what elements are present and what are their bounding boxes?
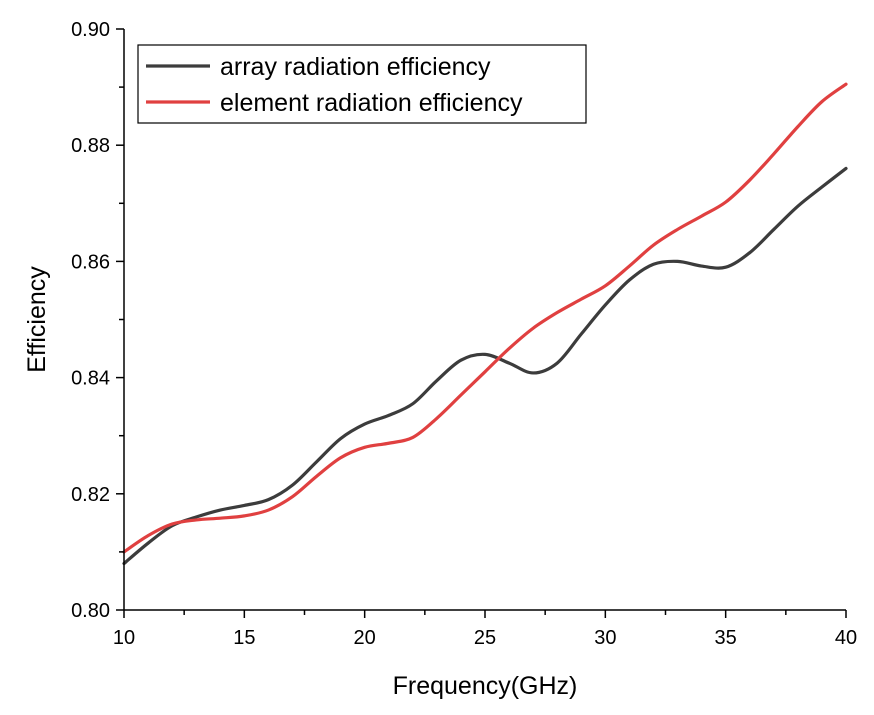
x-tick-label: 30 bbox=[594, 627, 616, 649]
series-layer bbox=[122, 82, 848, 566]
x-tick-label: 10 bbox=[113, 627, 135, 649]
x-tick-label: 40 bbox=[835, 627, 857, 649]
y-tick-label: 0.84 bbox=[71, 368, 110, 390]
x-tick-label: 20 bbox=[354, 627, 376, 649]
legend-box bbox=[137, 44, 587, 124]
y-axis-title: Efficiency bbox=[23, 266, 51, 373]
series-line-1 bbox=[122, 166, 848, 566]
ticks: 10 15 20 25 30 35 40 0.80 0.82 0.84 0.86 0.88 0.90 bbox=[71, 19, 857, 649]
series-line-2 bbox=[122, 82, 848, 554]
y-tick-label: 0.82 bbox=[71, 484, 110, 506]
x-axis-title: Frequency(GHz) bbox=[393, 672, 578, 700]
x-tick-label: 15 bbox=[233, 627, 255, 649]
x-tick-label: 25 bbox=[474, 627, 496, 649]
y-tick-label: 0.80 bbox=[71, 600, 110, 622]
legend-label-1: array radiation efficiency bbox=[220, 53, 491, 81]
legend: array radiation efficiency element radiat… bbox=[137, 44, 587, 124]
x-tick-label: 35 bbox=[715, 627, 737, 649]
legend-label-2: element radiation efficiency bbox=[220, 89, 523, 117]
y-tick-label: 0.90 bbox=[71, 19, 110, 41]
y-tick-label: 0.88 bbox=[71, 135, 110, 157]
y-tick-label: 0.86 bbox=[71, 251, 110, 273]
